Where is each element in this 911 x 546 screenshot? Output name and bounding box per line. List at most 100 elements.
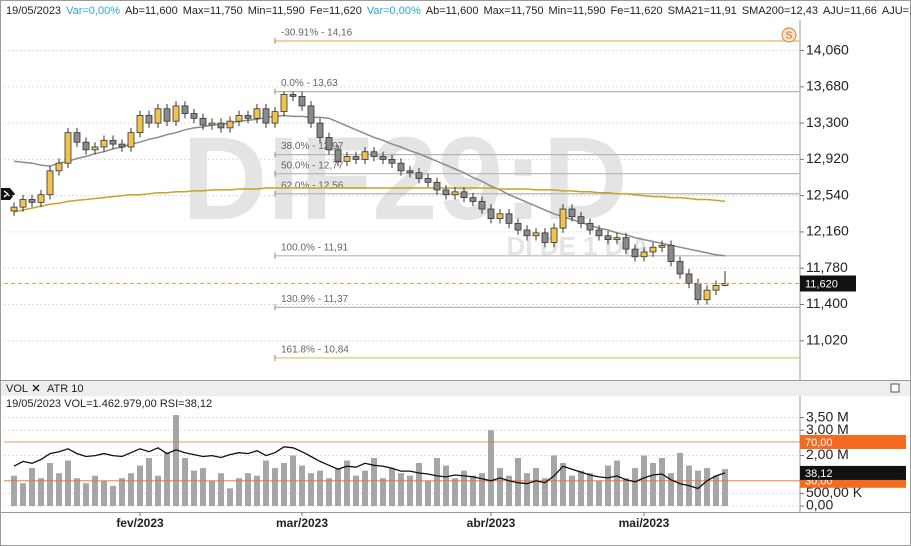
volume-bar [335, 468, 341, 506]
candle-body [316, 122, 324, 138]
candle-body [298, 95, 306, 107]
candle-body [451, 191, 459, 196]
candle-body [388, 158, 396, 164]
volume-bar [605, 465, 611, 506]
candle-body [244, 115, 252, 119]
volume-bar [182, 458, 188, 506]
candle-body [487, 208, 495, 219]
volume-bar [155, 475, 161, 506]
volume-bar [542, 478, 548, 506]
y-tick-label: 11,780 [806, 259, 848, 275]
volume-bar [110, 485, 116, 506]
tab-label: VOL [6, 383, 28, 395]
fib-label: 0.0% - 13,63 [281, 78, 338, 89]
candle-body [361, 151, 369, 160]
y-tick-label: 12,920 [806, 150, 849, 166]
candle-body [289, 94, 297, 97]
volume-bar [452, 478, 458, 506]
volume-bar [191, 470, 197, 506]
volume-bar [299, 465, 305, 506]
x-tick-label: mai/2023 [619, 516, 670, 530]
fib-label: 38.0% - 12,97 [281, 141, 344, 152]
candle-body [82, 141, 90, 151]
candle-body [343, 156, 351, 162]
volume-bar [650, 463, 656, 506]
header-item: SMA21=11,91 [668, 5, 737, 17]
candle-body [649, 246, 657, 253]
volume-bar [245, 473, 251, 506]
tab-bar [1, 381, 910, 396]
y-tick-label: 12,540 [806, 186, 849, 202]
moving-average [13, 187, 726, 213]
candle-body [685, 273, 693, 284]
rsi-last-box [800, 465, 906, 480]
volume-bar [254, 475, 260, 506]
badge-icon [781, 27, 797, 43]
volume-bar [587, 473, 593, 506]
volume-bar [389, 468, 395, 506]
last-price-box [800, 275, 856, 292]
candle-body [433, 181, 441, 191]
volume-bar [74, 478, 80, 506]
y-tick-label: 11,020 [806, 331, 848, 347]
tab-label: ATR 10 [47, 383, 83, 395]
candle-body [694, 283, 702, 301]
rsi-line [13, 446, 726, 490]
volume-bar [47, 463, 53, 506]
x-tick-label: abr/2023 [467, 516, 516, 530]
candle-body [46, 170, 54, 196]
volume-bar [344, 460, 350, 506]
candle-body [631, 248, 639, 258]
rsi-level-label: 70,00 [805, 437, 833, 449]
rsi-last-label: 38,12 [805, 468, 833, 480]
candle-body [217, 122, 225, 129]
y-tick-label: 500,00 K [806, 484, 863, 500]
volume-bar [371, 458, 377, 506]
header-item: Var=0,00% [66, 5, 120, 17]
volume-bar [227, 488, 233, 506]
candle-body [613, 237, 621, 240]
candle-body [100, 139, 108, 148]
volume-bar [596, 480, 602, 506]
candle-body [460, 191, 468, 198]
volume-bar [704, 468, 710, 506]
volume-bar [443, 465, 449, 506]
last-price-label: 11,620 [805, 278, 838, 290]
rsi-level-box [800, 435, 906, 449]
header-item: SMA200=12,43 [742, 5, 818, 17]
volume-bar [497, 468, 503, 506]
candle-body [496, 213, 504, 219]
candle-body [532, 232, 540, 237]
candle-body [640, 251, 648, 258]
candle-body [478, 200, 486, 210]
volume-bar [326, 478, 332, 506]
volume-bar [632, 468, 638, 506]
fib-label: 62.0% - 12,56 [281, 180, 344, 191]
maximize-button[interactable] [890, 383, 900, 393]
y-tick-label: 0,00 [806, 497, 833, 513]
candle-body [397, 162, 405, 172]
header-item: Fe=11,620 [611, 5, 663, 17]
candle-body [172, 105, 180, 122]
candle-body [190, 113, 198, 119]
header-item: Min=11,590 [248, 5, 305, 17]
candle-body [379, 156, 387, 160]
candle-body [586, 222, 594, 231]
candle-body [703, 289, 711, 301]
candle-body [469, 197, 477, 202]
volume-bar [218, 473, 224, 506]
header-item: Max=11,750 [183, 5, 243, 17]
candle-body [118, 143, 126, 148]
volume-bar [407, 475, 413, 506]
tab-close [32, 384, 40, 392]
fib-label: 50.0% - 12,77 [281, 160, 344, 171]
volume-bar [83, 483, 89, 506]
volume-bar [614, 460, 620, 506]
candle-body [235, 115, 243, 122]
volume-bar [668, 473, 674, 506]
candle-body [163, 108, 171, 122]
header-item: Fe=11,620 [310, 5, 362, 17]
candle-body [109, 139, 117, 145]
volume-bar [461, 470, 467, 506]
volume-bar [416, 463, 422, 506]
